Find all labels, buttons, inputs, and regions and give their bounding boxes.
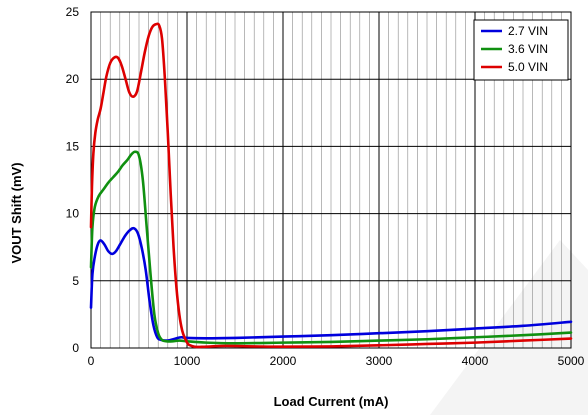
y-axis-title: VOUT Shift (mV) <box>9 162 24 263</box>
legend-label: 2.7 VIN <box>508 24 548 38</box>
x-tick-label: 3000 <box>366 354 393 368</box>
x-tick-label: 1000 <box>174 354 201 368</box>
y-tick-label: 0 <box>72 341 79 355</box>
y-tick-label: 10 <box>66 207 80 221</box>
series-line-3-6-vin <box>89 150 573 345</box>
legend: 2.7 VIN 3.6 VIN 5.0 VIN <box>473 19 569 81</box>
series-layer <box>89 22 573 349</box>
y-tick-label: 25 <box>66 5 80 19</box>
series-line-2-7-vin <box>89 226 573 342</box>
tick-labels: 0 1000 2000 3000 4000 5000 0 5 10 15 20 25 <box>66 5 585 368</box>
y-tick-label: 20 <box>66 72 80 86</box>
x-axis-title: Load Current (mA) <box>274 394 389 409</box>
x-tick-label: 4000 <box>462 354 489 368</box>
legend-label: 5.0 VIN <box>508 60 548 74</box>
series-line-5-0-vin <box>89 22 573 349</box>
x-tick-label: 0 <box>88 354 95 368</box>
x-tick-label: 5000 <box>558 354 585 368</box>
legend-label: 3.6 VIN <box>508 42 548 56</box>
x-tick-label: 2000 <box>270 354 297 368</box>
y-tick-label: 15 <box>66 139 80 153</box>
y-tick-label: 5 <box>72 274 79 288</box>
